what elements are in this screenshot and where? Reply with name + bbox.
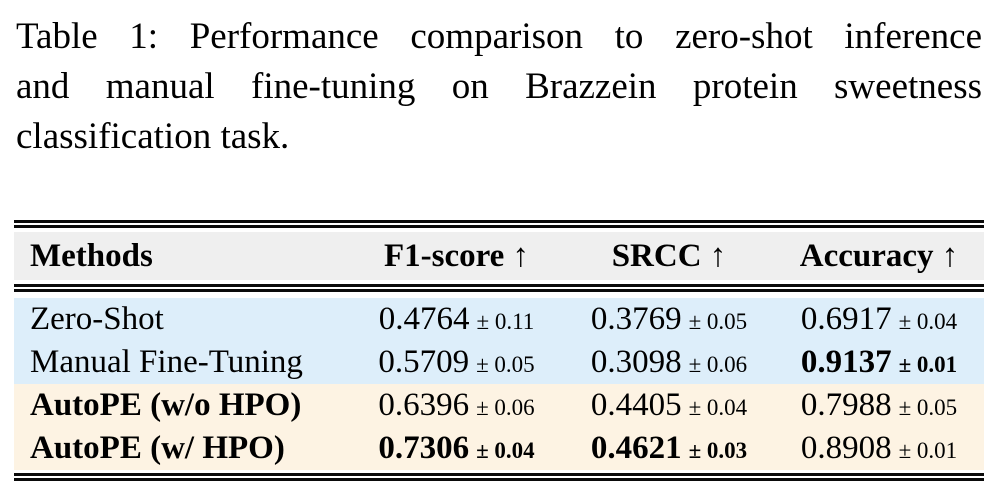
metric-value: 0.6917 [800, 301, 892, 337]
metric-value: 0.4764 [378, 301, 470, 337]
metric-value: 0.3098 [590, 344, 682, 380]
metric-stddev: ± 0.05 [476, 352, 535, 377]
metric-value: 0.4621 [590, 430, 682, 466]
caption-line: classification task. [16, 116, 290, 157]
accuracy-cell: 0.9137 ± 0.01 [774, 344, 984, 381]
metric-stddev: ± 0.01 [898, 352, 958, 377]
header-srcc: SRCC ↑ [611, 237, 727, 274]
metric-value: 0.7988 [800, 387, 892, 423]
table-header-row: Methods F1-score ↑ SRCC ↑ Accuracy ↑ [14, 232, 984, 280]
table-header-rule [14, 284, 984, 292]
caption-line: and manual fine-tuning on Brazzein prote… [16, 66, 982, 107]
metric-stddev: ± 0.03 [688, 438, 748, 463]
srcc-cell: 0.4621 ± 0.03 [564, 430, 774, 467]
metric-stddev: ± 0.06 [476, 395, 535, 420]
metric-stddev: ± 0.04 [688, 395, 748, 420]
table-row-autope-wo-hpo: AutoPE (w/o HPO) 0.6396 ± 0.06 0.4405 ± 0.… [14, 384, 984, 427]
metric-stddev: ± 0.05 [898, 395, 958, 420]
f1-cell: 0.4764 ± 0.11 [349, 301, 564, 338]
results-table: Methods F1-score ↑ SRCC ↑ Accuracy ↑ Zer… [14, 220, 984, 481]
table-top-rule [14, 220, 984, 228]
table-caption: Table 1: Performance comparison to zero-… [16, 12, 982, 162]
table-bottom-rule [14, 473, 984, 481]
metric-value: 0.5709 [378, 344, 470, 380]
f1-cell: 0.5709 ± 0.05 [349, 344, 564, 381]
f1-cell: 0.6396 ± 0.06 [349, 387, 564, 424]
accuracy-cell: 0.6917 ± 0.04 [774, 301, 984, 338]
method-cell: AutoPE (w/o HPO) [30, 387, 302, 423]
header-accuracy: Accuracy ↑ [799, 237, 959, 274]
srcc-cell: 0.3098 ± 0.06 [564, 344, 774, 381]
metric-value: 0.7306 [378, 430, 470, 466]
table-body: Zero-Shot 0.4764 ± 0.11 0.3769 ± 0.05 0.69… [14, 298, 984, 470]
method-cell: Zero-Shot [30, 301, 164, 337]
metric-value: 0.4405 [590, 387, 682, 423]
metric-stddev: ± 0.11 [476, 309, 535, 334]
caption-line: Table 1: Performance comparison to zero-… [16, 16, 982, 57]
metric-stddev: ± 0.01 [898, 438, 958, 463]
header-f1-score: F1-score ↑ [383, 237, 530, 274]
header-methods: Methods [30, 237, 153, 274]
metric-stddev: ± 0.05 [688, 309, 748, 334]
metric-stddev: ± 0.06 [688, 352, 748, 377]
table-row-manual-fine-tuning: Manual Fine-Tuning 0.5709 ± 0.05 0.3098 ± … [14, 341, 984, 384]
table-row-autope-w-hpo: AutoPE (w/ HPO) 0.7306 ± 0.04 0.4621 ± 0.0… [14, 427, 984, 470]
metric-stddev: ± 0.04 [476, 438, 535, 463]
accuracy-cell: 0.8908 ± 0.01 [774, 430, 984, 467]
srcc-cell: 0.4405 ± 0.04 [564, 387, 774, 424]
srcc-cell: 0.3769 ± 0.05 [564, 301, 774, 338]
metric-value: 0.9137 [800, 344, 892, 380]
table-row-zero-shot: Zero-Shot 0.4764 ± 0.11 0.3769 ± 0.05 0.69… [14, 298, 984, 341]
accuracy-cell: 0.7988 ± 0.05 [774, 387, 984, 424]
metric-stddev: ± 0.04 [898, 309, 958, 334]
method-cell: Manual Fine-Tuning [30, 344, 303, 380]
metric-value: 0.6396 [378, 387, 470, 423]
f1-cell: 0.7306 ± 0.04 [349, 430, 564, 467]
metric-value: 0.3769 [590, 301, 682, 337]
method-cell: AutoPE (w/ HPO) [30, 430, 285, 466]
metric-value: 0.8908 [800, 430, 892, 466]
